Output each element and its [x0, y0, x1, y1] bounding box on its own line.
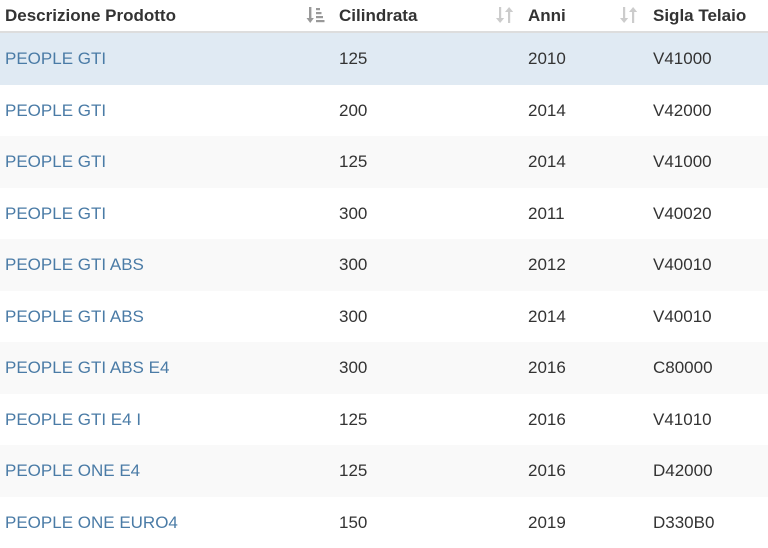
- table-header: Descrizione Prodotto Cilindrata Anni: [0, 0, 768, 33]
- table-row[interactable]: PEOPLE GTI ABS 300 2012 V40010: [0, 239, 768, 291]
- telaio-cell: V40010: [653, 291, 712, 343]
- product-link[interactable]: PEOPLE GTI: [5, 85, 106, 137]
- column-header-label: Sigla Telaio: [653, 6, 746, 25]
- table-row[interactable]: PEOPLE ONE E4 125 2016 D42000: [0, 445, 768, 497]
- sort-both-icon[interactable]: [619, 5, 639, 25]
- cilindrata-cell: 300: [339, 291, 367, 343]
- product-link[interactable]: PEOPLE GTI E4 I: [5, 394, 141, 446]
- product-link[interactable]: PEOPLE GTI ABS: [5, 239, 144, 291]
- table-body: PEOPLE GTI 125 2010 V41000 PEOPLE GTI 20…: [0, 33, 768, 548]
- cilindrata-cell: 300: [339, 342, 367, 394]
- telaio-cell: C80000: [653, 342, 713, 394]
- column-header-sigla-telaio[interactable]: Sigla Telaio: [653, 0, 746, 33]
- product-link[interactable]: PEOPLE GTI: [5, 33, 106, 85]
- telaio-cell: V40020: [653, 188, 712, 240]
- product-link[interactable]: PEOPLE GTI: [5, 188, 106, 240]
- sort-alpha-asc-icon[interactable]: [306, 5, 326, 25]
- telaio-cell: D42000: [653, 445, 713, 497]
- column-header-anni[interactable]: Anni: [528, 0, 566, 33]
- telaio-cell: V41000: [653, 136, 712, 188]
- anni-cell: 2014: [528, 85, 566, 137]
- column-header-label: Cilindrata: [339, 6, 417, 25]
- cilindrata-cell: 125: [339, 394, 367, 446]
- product-link[interactable]: PEOPLE GTI ABS: [5, 291, 144, 343]
- table-row[interactable]: PEOPLE GTI ABS E4 300 2016 C80000: [0, 342, 768, 394]
- anni-cell: 2010: [528, 33, 566, 85]
- anni-cell: 2014: [528, 291, 566, 343]
- anni-cell: 2012: [528, 239, 566, 291]
- column-header-label: Descrizione Prodotto: [5, 6, 176, 25]
- cilindrata-cell: 125: [339, 136, 367, 188]
- cilindrata-cell: 125: [339, 445, 367, 497]
- table-row[interactable]: PEOPLE GTI 125 2014 V41000: [0, 136, 768, 188]
- cilindrata-cell: 200: [339, 85, 367, 137]
- table-row[interactable]: PEOPLE GTI ABS 300 2014 V40010: [0, 291, 768, 343]
- cilindrata-cell: 300: [339, 239, 367, 291]
- product-link[interactable]: PEOPLE ONE E4: [5, 445, 140, 497]
- cilindrata-cell: 150: [339, 497, 367, 548]
- telaio-cell: D330B0: [653, 497, 714, 548]
- column-header-descrizione[interactable]: Descrizione Prodotto: [5, 0, 176, 33]
- telaio-cell: V42000: [653, 85, 712, 137]
- anni-cell: 2014: [528, 136, 566, 188]
- anni-cell: 2016: [528, 342, 566, 394]
- table-row[interactable]: PEOPLE GTI 300 2011 V40020: [0, 188, 768, 240]
- table-row[interactable]: PEOPLE ONE EURO4 150 2019 D330B0: [0, 497, 768, 548]
- sort-both-icon[interactable]: [495, 5, 515, 25]
- telaio-cell: V41010: [653, 394, 712, 446]
- telaio-cell: V41000: [653, 33, 712, 85]
- table-row[interactable]: PEOPLE GTI E4 I 125 2016 V41010: [0, 394, 768, 446]
- cilindrata-cell: 125: [339, 33, 367, 85]
- product-link[interactable]: PEOPLE ONE EURO4: [5, 497, 178, 548]
- anni-cell: 2019: [528, 497, 566, 548]
- telaio-cell: V40010: [653, 239, 712, 291]
- column-header-label: Anni: [528, 6, 566, 25]
- table-row[interactable]: PEOPLE GTI 125 2010 V41000: [0, 33, 768, 85]
- table-row[interactable]: PEOPLE GTI 200 2014 V42000: [0, 85, 768, 137]
- anni-cell: 2016: [528, 445, 566, 497]
- cilindrata-cell: 300: [339, 188, 367, 240]
- product-link[interactable]: PEOPLE GTI ABS E4: [5, 342, 169, 394]
- anni-cell: 2011: [528, 188, 565, 240]
- anni-cell: 2016: [528, 394, 566, 446]
- product-link[interactable]: PEOPLE GTI: [5, 136, 106, 188]
- column-header-cilindrata[interactable]: Cilindrata: [339, 0, 417, 33]
